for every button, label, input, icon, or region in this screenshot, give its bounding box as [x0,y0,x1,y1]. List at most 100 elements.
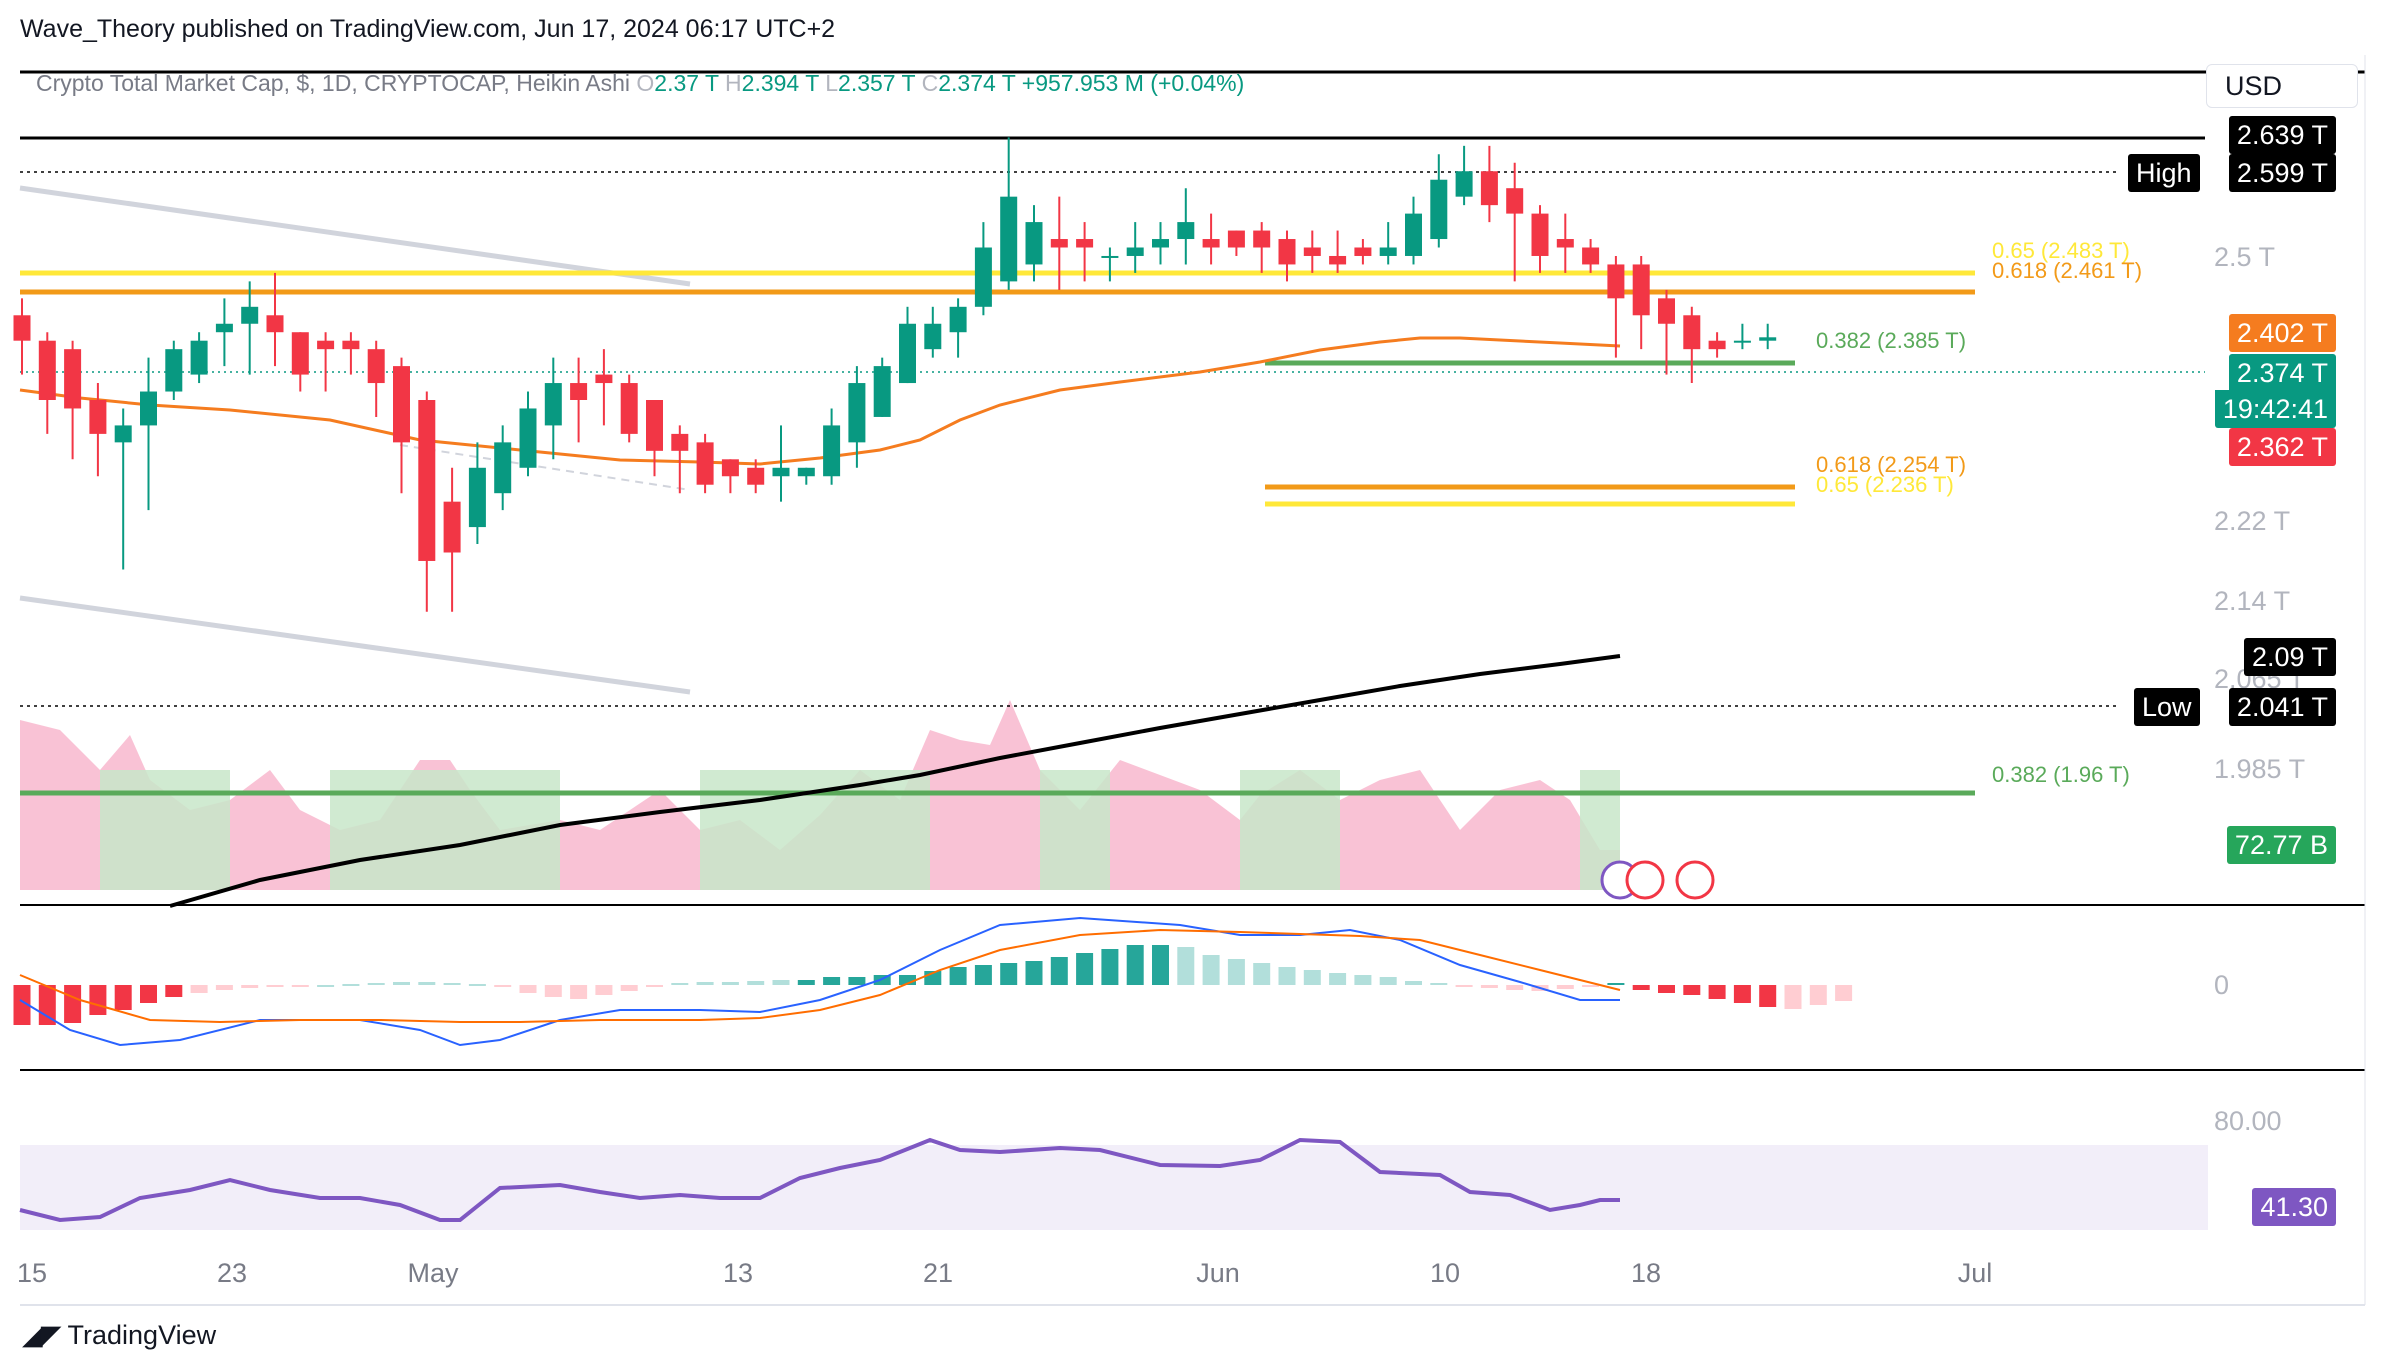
candle-body-2024-05-14 [747,467,765,485]
macd-hist-71 [1809,985,1827,1005]
macd-hist-20 [519,985,537,993]
macd-hist-8 [215,985,233,990]
macd-hist-1 [38,985,56,1025]
rsi-band [20,1145,2208,1230]
macd-hist-5 [140,985,157,1003]
brand-name: TradingView [67,1320,217,1350]
event-flag-icon-2 [1675,860,1715,900]
macd-hist-10 [266,985,284,987]
candle-body-2024-04-15 [13,315,31,341]
candle-body-2024-06-02 [1227,230,1245,248]
macd-hist-19 [494,985,512,987]
macd-hist-41 [1050,957,1068,985]
publisher-line: Wave_Theory published on TradingView.com… [20,15,836,43]
macd-hist-7 [190,985,208,993]
ma200-line [169,654,1621,908]
channel-mid-dash [399,444,691,491]
candle-body-2024-04-30 [393,366,410,443]
candle-body-2024-06-06 [1329,255,1347,265]
volume-up-segment-1 [330,770,560,890]
price-tag-ma50: 2.402 T [2228,314,2336,352]
macd-hist-53 [1354,975,1372,985]
candle-body-2024-05-24 [1000,196,1018,282]
candle-body-2024-05-27 [1076,239,1094,248]
candle-body-2024-05-26 [1050,239,1068,248]
low-label: Low [2134,688,2200,726]
rsi-tag: 41.30 [2252,1188,2336,1226]
rsi-80-tick: 80.00 [2214,1106,2282,1136]
price-tag-low: 2.041 T [2228,688,2336,726]
candle-body-2024-05-25 [1025,222,1043,265]
price-tag-top: 2.639 T [2228,116,2336,154]
legend-change: +957.953 M (+0.04%) [1021,70,1245,96]
macd-hist-33 [848,977,866,985]
currency-selector[interactable]: USD [2206,64,2358,108]
macd-hist-66 [1683,985,1701,995]
x-tick-13: 13 [722,1258,754,1288]
legend-low: 2.357 T [838,70,916,96]
candle-body-2024-04-19 [114,425,132,443]
candle-body-2024-06-21 [1708,340,1726,350]
macd-hist-4 [114,985,132,1010]
channel-lower-line [19,595,691,695]
macd-hist-26 [671,983,689,985]
candle-body-2024-06-15 [1556,239,1574,248]
candle-body-2024-05-02 [443,501,461,553]
macd-hist-2 [64,985,82,1023]
macd-hist-44 [1126,945,1144,985]
macd-hist-42 [1076,953,1094,985]
candle-body-2024-04-20 [140,391,157,426]
candle-body-2024-06-12 [1480,171,1498,206]
candle-body-2024-05-30 [1152,239,1169,248]
legend-high: 2.394 T [741,70,819,96]
candle-body-2024-06-10 [1430,179,1448,240]
candle-body-2024-06-17 [1607,264,1625,299]
x-tick-jul: Jul [1957,1258,1993,1288]
macd-hist-32 [823,977,841,985]
macd-hist-24 [620,985,638,991]
macd-hist-56 [1430,983,1448,985]
candle-body-2024-04-16 [38,340,56,400]
candle-body-2024-05-22 [949,306,967,333]
macd-hist-13 [342,984,360,986]
macd-hist-62 [1582,985,1600,987]
candle-body-2024-06-09 [1405,213,1422,256]
macd-hist-40 [1025,961,1043,985]
macd-hist-63 [1607,983,1625,985]
volume-tag: 72.77 B [2226,826,2336,864]
candle-body-2024-06-08 [1379,247,1397,256]
fib-label-0382-mid: 0.382 (2.385 T) [1816,328,1967,353]
macd-hist-31 [797,980,815,985]
macd-hist-3 [89,985,107,1015]
candle-body-2024-05-13 [721,459,739,477]
legend-close-key: C [921,70,939,96]
macd-hist-23 [595,985,613,995]
legend-low-key: L [825,70,839,96]
candle-body-2024-05-23 [974,247,992,307]
candle-body-2024-05-04 [494,442,512,494]
volume-up-segment-4 [1240,770,1340,890]
x-tick-21: 21 [922,1258,954,1288]
fib-label-0382-bottom: 0.382 (1.96 T) [1992,762,2130,787]
candle-body-2024-05-31 [1177,222,1195,240]
macd-hist-48 [1227,959,1245,985]
candle-body-2024-05-16 [797,467,815,477]
macd-hist-59 [1506,985,1524,990]
macd-hist-27 [696,982,714,985]
macd-hist-61 [1556,985,1574,989]
x-tick-15: 15 [16,1258,48,1288]
x-tick-may: May [407,1258,459,1288]
candle-body-2024-05-03 [468,467,486,528]
macd-hist-64 [1632,985,1650,990]
macd-hist-21 [544,985,562,997]
tradingview-brand[interactable]: ◢◤ TradingView [22,1320,216,1351]
macd-hist-49 [1253,963,1271,985]
macd-hist-67 [1708,985,1726,999]
candle-body-2024-05-20 [899,323,916,384]
axis-tick-2-22: 2.22 T [2214,506,2291,536]
candle-body-2024-06-18 [1632,264,1650,316]
candle-body-2024-06-22 [1733,340,1751,343]
macd-hist-9 [241,985,259,988]
event-flag-icon-1 [1625,860,1665,900]
